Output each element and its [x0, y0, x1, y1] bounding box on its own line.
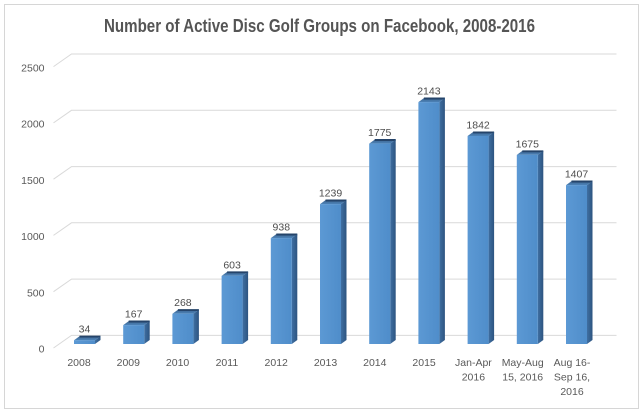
svg-text:May-Aug: May-Aug — [502, 357, 544, 369]
svg-text:2143: 2143 — [417, 86, 441, 98]
svg-text:268: 268 — [174, 297, 192, 309]
svg-text:2013: 2013 — [314, 357, 338, 369]
svg-text:1842: 1842 — [466, 120, 490, 132]
svg-text:2016: 2016 — [462, 372, 486, 384]
svg-text:1775: 1775 — [368, 127, 392, 139]
svg-text:2012: 2012 — [265, 357, 289, 369]
svg-text:2010: 2010 — [166, 357, 190, 369]
svg-text:2016: 2016 — [560, 386, 584, 398]
svg-text:2009: 2009 — [117, 357, 141, 369]
svg-text:1000: 1000 — [21, 231, 45, 243]
svg-text:34: 34 — [79, 324, 91, 336]
svg-text:2500: 2500 — [21, 62, 45, 74]
svg-text:1675: 1675 — [516, 138, 540, 150]
svg-text:2014: 2014 — [363, 357, 387, 369]
svg-text:1239: 1239 — [319, 188, 343, 200]
svg-text:167: 167 — [125, 309, 143, 321]
svg-text:Number of Active Disc Golf Gro: Number of Active Disc Golf Groups on Fac… — [104, 15, 535, 36]
svg-text:Aug 16-: Aug 16- — [554, 357, 591, 369]
svg-text:500: 500 — [27, 287, 45, 299]
svg-text:603: 603 — [223, 259, 241, 271]
svg-text:0: 0 — [39, 344, 45, 356]
svg-text:938: 938 — [273, 222, 291, 234]
svg-text:Jan-Apr: Jan-Apr — [455, 357, 492, 369]
svg-text:2015: 2015 — [412, 357, 436, 369]
svg-text:2000: 2000 — [21, 119, 45, 131]
svg-text:Sep 16,: Sep 16, — [554, 372, 590, 384]
svg-text:2011: 2011 — [216, 357, 239, 369]
svg-text:2008: 2008 — [67, 357, 91, 369]
svg-text:15, 2016: 15, 2016 — [502, 372, 543, 384]
svg-text:1500: 1500 — [21, 175, 45, 187]
svg-text:1407: 1407 — [565, 169, 589, 181]
